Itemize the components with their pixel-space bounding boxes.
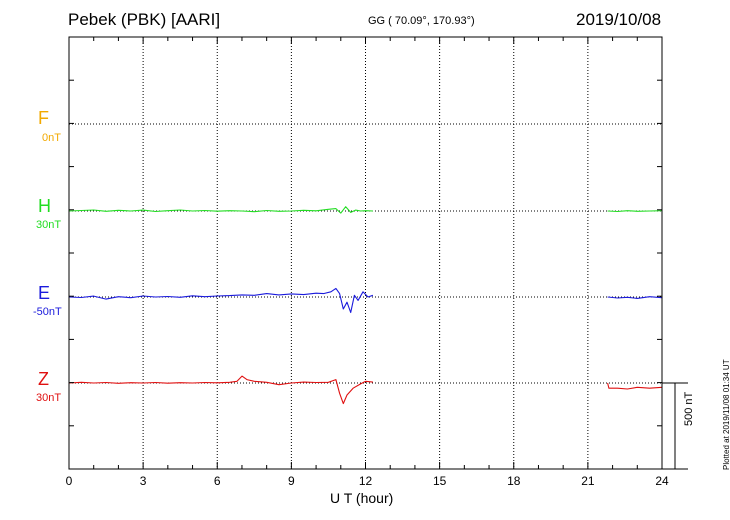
scale-bar-label: 500 nT <box>683 391 695 426</box>
x-tick-label: 12 <box>359 474 373 488</box>
component-offset-z: 30nT <box>36 392 62 404</box>
x-axis-label: U T (hour) <box>330 490 394 506</box>
axes: 0 3 6 9 12 15 18 21 24 <box>66 36 688 488</box>
component-letter-e: E <box>38 283 51 303</box>
station-coordinates: GG ( 70.09°, 170.93°) <box>368 15 475 27</box>
series-line-z <box>607 382 663 390</box>
plot-date: 2019/10/08 <box>576 10 662 29</box>
series-line-e <box>607 296 663 299</box>
x-tick-label: 24 <box>655 474 669 488</box>
component-letter-h: H <box>38 196 51 216</box>
component-letter-f: F <box>38 108 49 128</box>
series-line-e <box>68 287 374 314</box>
x-tick-label: 21 <box>581 474 595 488</box>
component-offset-f: 0nT <box>42 132 61 144</box>
grid <box>69 37 662 469</box>
x-tick-label: 9 <box>288 474 295 488</box>
x-tick-label: 3 <box>140 474 147 488</box>
plotted-timestamp: Plotted at 2019/11/08 01:34 UT <box>722 359 730 470</box>
series-line-h <box>607 210 663 213</box>
x-tick-label: 18 <box>507 474 521 488</box>
x-tick-label: 6 <box>214 474 221 488</box>
component-offset-h: 30nT <box>36 219 62 231</box>
component-letter-z: Z <box>38 369 49 389</box>
x-tick-label: 15 <box>433 474 447 488</box>
series-line-h <box>68 206 373 214</box>
station-title: Pebek (PBK) [AARI] <box>68 10 221 29</box>
series-line-z <box>68 375 373 405</box>
series-layer <box>68 206 663 405</box>
x-tick-label: 0 <box>66 474 73 488</box>
component-offset-e: -50nT <box>33 306 62 318</box>
